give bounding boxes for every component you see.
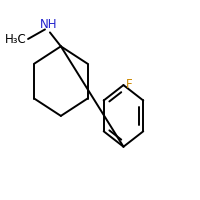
Text: NH: NH xyxy=(40,18,58,31)
Text: F: F xyxy=(125,78,132,91)
Text: H₃C: H₃C xyxy=(5,33,27,46)
